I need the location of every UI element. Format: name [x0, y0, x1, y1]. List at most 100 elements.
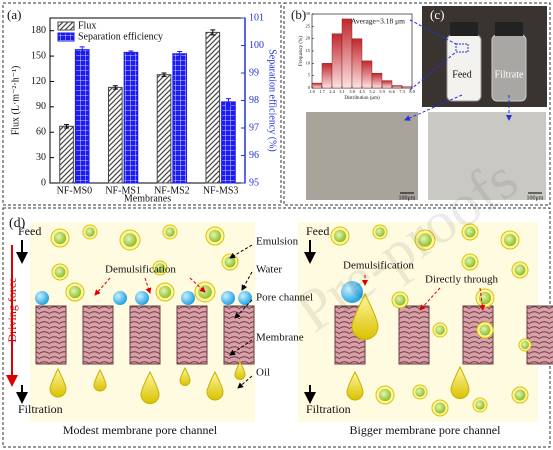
error-bar — [177, 51, 183, 57]
emulsion-droplet — [123, 233, 137, 247]
water-droplet — [35, 291, 49, 305]
oil-droplet — [234, 360, 246, 380]
bar — [156, 74, 172, 184]
photo — [306, 6, 547, 200]
label: Oil — [256, 367, 270, 379]
label: Feed — [18, 224, 41, 238]
label: Pore channel — [256, 292, 313, 304]
oil-droplet — [179, 366, 191, 386]
emulsion-droplet — [68, 285, 82, 299]
y2-tick-label: 98 — [249, 95, 259, 106]
membrane — [223, 305, 255, 365]
y-tick-label: 120 — [31, 76, 46, 87]
axis-label: Driving force — [5, 278, 19, 343]
oil-droplet — [49, 367, 67, 398]
error-bar — [210, 29, 216, 36]
label: Emulsion — [256, 236, 299, 248]
y-axis-label: Flux (L·m⁻²·h⁻¹) — [10, 66, 21, 136]
y2-tick-label: 100 — [249, 40, 264, 51]
y2-tick-label: 97 — [249, 122, 259, 133]
label: Directly through — [425, 274, 499, 286]
y2-tick-label: 99 — [249, 67, 259, 78]
histogram-bar — [401, 86, 413, 89]
x-tick-label: 1.0 — [309, 89, 315, 94]
x-tick-label: 5.2 — [369, 89, 375, 94]
y-tick-label: 10 — [306, 60, 311, 65]
oil-droplet — [346, 370, 364, 401]
y-tick-label: 90 — [36, 101, 46, 112]
emulsion-droplet — [155, 263, 165, 273]
membrane — [129, 305, 161, 365]
emulsion-droplet — [208, 229, 222, 243]
emulsion-droplet — [165, 227, 175, 237]
oil-droplet — [206, 370, 224, 401]
emulsion-droplet — [514, 389, 526, 401]
x-tick-label: 5.9 — [379, 89, 385, 94]
arrow — [237, 375, 253, 389]
x-tick-label: 3.8 — [349, 89, 355, 94]
x-tick-label: 2.4 — [329, 89, 335, 94]
membrane — [35, 305, 67, 365]
y-tick-label: 0 — [308, 85, 311, 90]
bar — [107, 86, 123, 184]
emulsion-droplet — [333, 229, 347, 243]
histogram-bar — [371, 72, 383, 89]
frame — [283, 2, 551, 206]
y-tick-label: 5 — [308, 73, 311, 78]
panel-label: (c) — [430, 7, 444, 22]
emulsion-droplet — [464, 256, 476, 268]
x-tick-label: NF-MS3 — [203, 185, 239, 196]
x-tick-label: NF-MS0 — [57, 185, 93, 196]
emulsion-droplet — [434, 402, 446, 414]
arrow — [479, 287, 486, 311]
emulsion-droplet — [435, 325, 445, 335]
arrow — [229, 244, 253, 259]
error-bar — [128, 50, 134, 55]
diagram — [6, 222, 553, 422]
caption: Bigger membrane pore channel — [350, 423, 502, 437]
water-droplet — [113, 291, 127, 305]
error-bar — [225, 98, 231, 106]
emulsion-droplet — [514, 264, 526, 276]
y2-tick-label: 101 — [249, 12, 264, 23]
x-tick-label: 8.0 — [409, 89, 415, 94]
emulsion-droplet — [85, 227, 95, 237]
bar — [59, 125, 74, 184]
histogram-bar — [341, 18, 353, 89]
legend-swatch — [57, 21, 75, 31]
membrane — [176, 305, 208, 365]
y2-tick-label: 95 — [249, 177, 259, 188]
y-tick-label: 30 — [306, 11, 311, 16]
x-tick-label: 1.7 — [319, 89, 325, 94]
arrow — [144, 277, 152, 294]
x-axis-label: Membranes — [124, 193, 171, 204]
membrane — [82, 305, 114, 365]
histogram-bar — [311, 82, 323, 89]
emulsion-droplet — [503, 233, 517, 247]
annotation: Average=3.18 μm — [351, 17, 405, 26]
y2-axis-label: Separation efficiency (%) — [267, 49, 278, 152]
emulsion-droplet — [394, 294, 406, 306]
histogram-bar — [351, 38, 363, 89]
bar — [172, 53, 188, 184]
histogram-bar — [391, 85, 403, 89]
bar — [123, 51, 139, 184]
oil-droplet — [93, 368, 107, 392]
legend-label: Separation efficiency — [78, 31, 163, 42]
x-tick-label: 7.3 — [399, 89, 405, 94]
emulsion-droplet — [520, 340, 530, 350]
y-tick-label: 25 — [306, 23, 311, 28]
histogram-bar — [321, 63, 333, 89]
x-tick-label: NF-MS2 — [154, 185, 190, 196]
label: Membrane — [256, 332, 304, 344]
error-bar — [64, 124, 70, 129]
error-bar — [112, 85, 118, 90]
arrow — [229, 339, 253, 356]
bar — [74, 49, 90, 184]
emulsion-droplet — [475, 400, 485, 410]
x-axis-label: Distribution (μm) — [344, 96, 380, 101]
emulsion-droplet — [158, 285, 172, 299]
emulsion-droplet — [478, 291, 492, 305]
y-tick-label: 180 — [31, 25, 46, 36]
